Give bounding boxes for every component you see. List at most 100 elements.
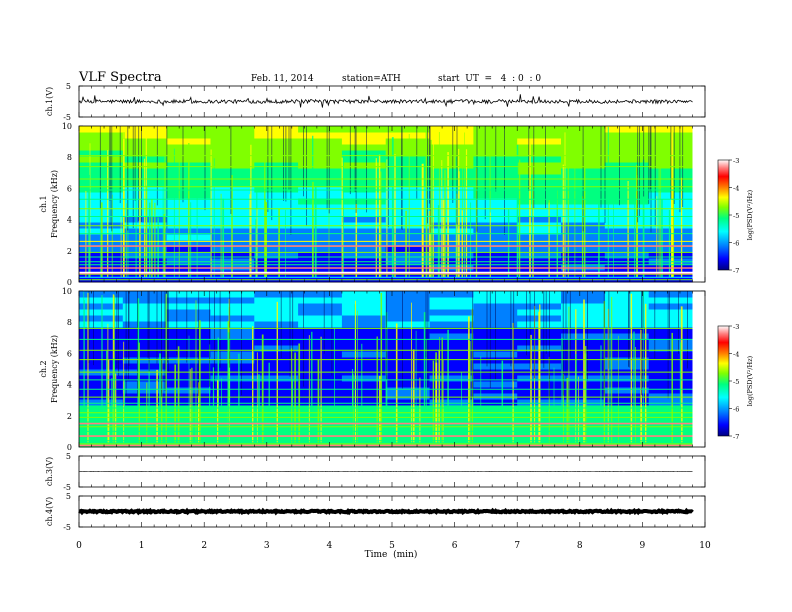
spectro-cell: [298, 246, 343, 253]
spectro-cell: [604, 375, 650, 382]
colorbar-scale: [717, 159, 730, 271]
spectro-cell: [210, 387, 255, 394]
spectro-cell: [385, 162, 430, 169]
spectro-cell: [341, 309, 387, 316]
x-tick-label: 3: [264, 541, 270, 551]
spectro-cell: [166, 132, 211, 139]
spectro-cell: [473, 435, 518, 442]
spectro-cell: [298, 228, 343, 235]
y-tick-label: -5: [63, 113, 71, 122]
spectro-cell: [122, 435, 168, 442]
spectro-cell: [385, 303, 430, 310]
spectro-cell: [298, 357, 343, 364]
spectro-cell: [604, 321, 650, 328]
spectro-cell: [166, 315, 211, 322]
spectro-cell: [298, 162, 343, 169]
spectro-cell: [604, 138, 650, 145]
y-tick-label: -5: [63, 483, 71, 492]
spectro-cell: [79, 357, 124, 364]
spectro-cell: [254, 387, 299, 394]
spectro-cell: [122, 381, 168, 388]
spectro-cell: [385, 252, 430, 259]
spectro-cell: [429, 363, 474, 370]
spectro-cell: [79, 429, 124, 436]
x-tick-label: 5: [389, 541, 395, 551]
spectro-cell: [517, 180, 562, 187]
spectro-cell: [341, 291, 387, 298]
spectro-cell: [254, 156, 299, 163]
spectro-cell: [385, 132, 430, 139]
spectro-cell: [298, 303, 343, 310]
spectro-cell: [561, 291, 606, 298]
no-data-region: [692, 126, 705, 282]
spectro-cell: [385, 435, 430, 442]
spectro-cell: [341, 252, 387, 259]
spectro-cell: [648, 297, 693, 304]
spectro-cell: [429, 321, 474, 328]
spectro-cell: [122, 144, 168, 151]
spectro-cell: [648, 327, 693, 334]
spectro-cell: [385, 150, 430, 157]
spectro-cell: [122, 309, 168, 316]
spectro-cell: [473, 210, 518, 217]
y-axis-label: Frequency (kHz): [50, 170, 59, 238]
spectro-cell: [341, 138, 387, 145]
spectro-cell: [517, 126, 562, 133]
spectro-cell: [517, 234, 562, 241]
spectro-cell: [648, 411, 693, 418]
spectro-cell: [341, 417, 387, 424]
spectro-cell: [341, 303, 387, 310]
spectro-cell: [517, 150, 562, 157]
spectro-cell: [79, 174, 124, 181]
spectro-cell: [385, 387, 430, 394]
spectro-cell: [254, 297, 299, 304]
spectro-cell: [166, 303, 211, 310]
ch2-colorbar: -3 -4 -5 -6 -7 log(PSD(V²/Hz): [717, 323, 754, 441]
spectro-cell: [385, 297, 430, 304]
spectro-cell: [254, 216, 299, 223]
spectro-cell: [429, 174, 474, 181]
spectro-cell: [79, 132, 124, 139]
spectro-cell: [254, 168, 299, 175]
spectro-cell: [79, 435, 124, 442]
spectro-cell: [429, 216, 474, 223]
spectro-cell: [341, 210, 387, 217]
spectro-cell: [648, 381, 693, 388]
y-tick-label: 5: [66, 82, 71, 91]
spectro-cell: [79, 138, 124, 145]
spectro-cell: [604, 381, 650, 388]
spectro-cell: [385, 339, 430, 346]
spectro-cell: [385, 174, 430, 181]
spectro-cell: [604, 198, 650, 205]
spectro-cell: [429, 315, 474, 322]
spectro-cell: [298, 222, 343, 229]
spectro-cell: [79, 192, 124, 199]
spectro-cell: [604, 126, 650, 133]
spectro-cell: [254, 192, 299, 199]
spectro-cell: [604, 144, 650, 151]
spectro-cell: [341, 234, 387, 241]
spectro-cell: [429, 132, 474, 139]
spectro-cell: [517, 144, 562, 151]
x-tick-label: 2: [201, 541, 207, 551]
spectro-cell: [122, 339, 168, 346]
colorbar-tick-label: -5: [733, 378, 739, 386]
spectro-cell: [341, 198, 387, 205]
spectro-cell: [79, 291, 124, 298]
spectro-cell: [254, 363, 299, 370]
spectro-cell: [385, 309, 430, 316]
spectro-cell: [429, 144, 474, 151]
spectro-cell: [79, 417, 124, 424]
spectro-cell: [254, 234, 299, 241]
spectro-cell: [648, 393, 693, 400]
spectro-cell: [429, 429, 474, 436]
spectro-cell: [604, 210, 650, 217]
spectro-cell: [385, 315, 430, 322]
spectro-cell: [254, 435, 299, 442]
spectro-cell: [210, 333, 255, 340]
spectro-cell: [298, 210, 343, 217]
spectro-cell: [79, 168, 124, 175]
spectro-cell: [604, 411, 650, 418]
spectro-cell: [604, 234, 650, 241]
spectro-cell: [254, 357, 299, 364]
